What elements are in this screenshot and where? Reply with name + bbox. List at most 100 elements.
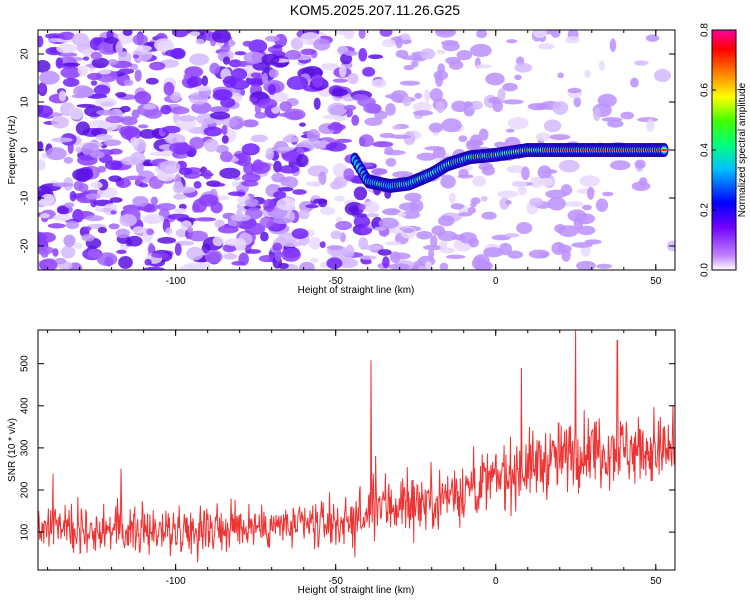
noise-blob [646,118,655,133]
noise-blob [142,103,157,110]
noise-blob [529,176,543,188]
noise-blob [244,198,259,208]
ridge-mark [660,148,668,152]
noise-blob [52,182,74,187]
noise-blob [364,117,383,127]
noise-blob [327,123,346,131]
noise-blob [139,129,157,139]
noise-blob [220,97,236,108]
noise-blob [478,162,493,171]
noise-blob [307,229,315,237]
noise-blob [340,53,353,65]
noise-blob [586,186,595,200]
noise-blob [87,248,100,259]
spectrogram-xtick-label: 0 [493,276,499,287]
noise-blob [178,167,193,176]
noise-blob [220,44,231,53]
noise-blob [439,262,449,270]
noise-blob [312,74,324,88]
noise-blob [221,135,229,144]
noise-blob [219,167,241,179]
noise-blob [485,72,505,86]
noise-blob [162,125,181,134]
noise-blob [630,77,639,88]
noise-blob [371,168,388,175]
noise-blob [249,97,258,103]
spectrogram-ytick-label: 10 [20,96,31,108]
noise-blob [416,152,437,161]
noise-blob [458,212,473,217]
noise-blob [378,217,399,229]
noise-blob [99,207,115,213]
noise-blob [195,217,217,222]
noise-blob [209,111,231,120]
noise-blob [85,215,104,222]
noise-blob [497,190,519,198]
snr-ytick-label: 200 [20,481,31,498]
noise-blob [432,147,446,159]
noise-blob [137,124,149,129]
noise-blob [272,44,283,49]
noise-blob [183,73,192,79]
noise-blob [319,206,336,216]
noise-blob [560,184,573,196]
noise-blob [344,50,358,57]
noise-blob [502,82,518,92]
noise-blob [502,99,524,105]
noise-blob [582,204,592,211]
noise-blob [241,173,261,183]
noise-blob [313,38,331,51]
noise-blob [318,198,328,208]
noise-blob [130,151,146,165]
colorbar-label: Normalized spectral amplitude [737,82,748,217]
noise-blob [64,202,75,208]
noise-blob [51,116,69,129]
noise-blob [385,157,397,167]
noise-blob [273,191,287,199]
noise-blob [313,97,321,110]
noise-blob [62,62,81,67]
noise-blob [259,216,274,228]
noise-blob [382,208,401,216]
noise-blob [359,226,372,235]
noise-blob [420,48,436,60]
noise-blob [151,252,169,259]
noise-blob [598,60,605,71]
noise-blob [306,129,321,143]
noise-blob [593,107,601,122]
noise-blob [241,143,260,156]
noise-blob [169,91,182,102]
noise-blob [95,97,117,108]
noise-blob [104,160,123,171]
noise-blob [399,80,421,86]
noise-blob [476,30,488,39]
noise-blob [95,133,113,141]
noise-blob [435,72,444,87]
noise-blob [204,250,223,264]
noise-blob [38,35,44,48]
noise-blob [38,105,54,118]
noise-blob [132,226,145,234]
noise-blob [87,72,103,81]
noise-blob [223,75,237,88]
noise-blob [248,39,268,54]
noise-blob [165,227,173,235]
noise-blob [284,108,306,121]
noise-blob [276,146,295,151]
noise-blob [385,93,403,99]
noise-blob [458,169,469,178]
snr-ytick-label: 500 [20,355,31,372]
noise-blob [108,223,120,230]
noise-blob [62,77,80,87]
noise-blob [90,51,102,60]
noise-blob [268,84,276,96]
noise-blob [351,114,360,126]
noise-blob [115,41,124,54]
noise-blob [575,213,596,225]
noise-blob [478,128,489,141]
noise-blob [299,122,306,127]
noise-blob [274,249,282,262]
colorbar-tick-label: 0.4 [700,143,711,157]
noise-blob [538,43,555,50]
